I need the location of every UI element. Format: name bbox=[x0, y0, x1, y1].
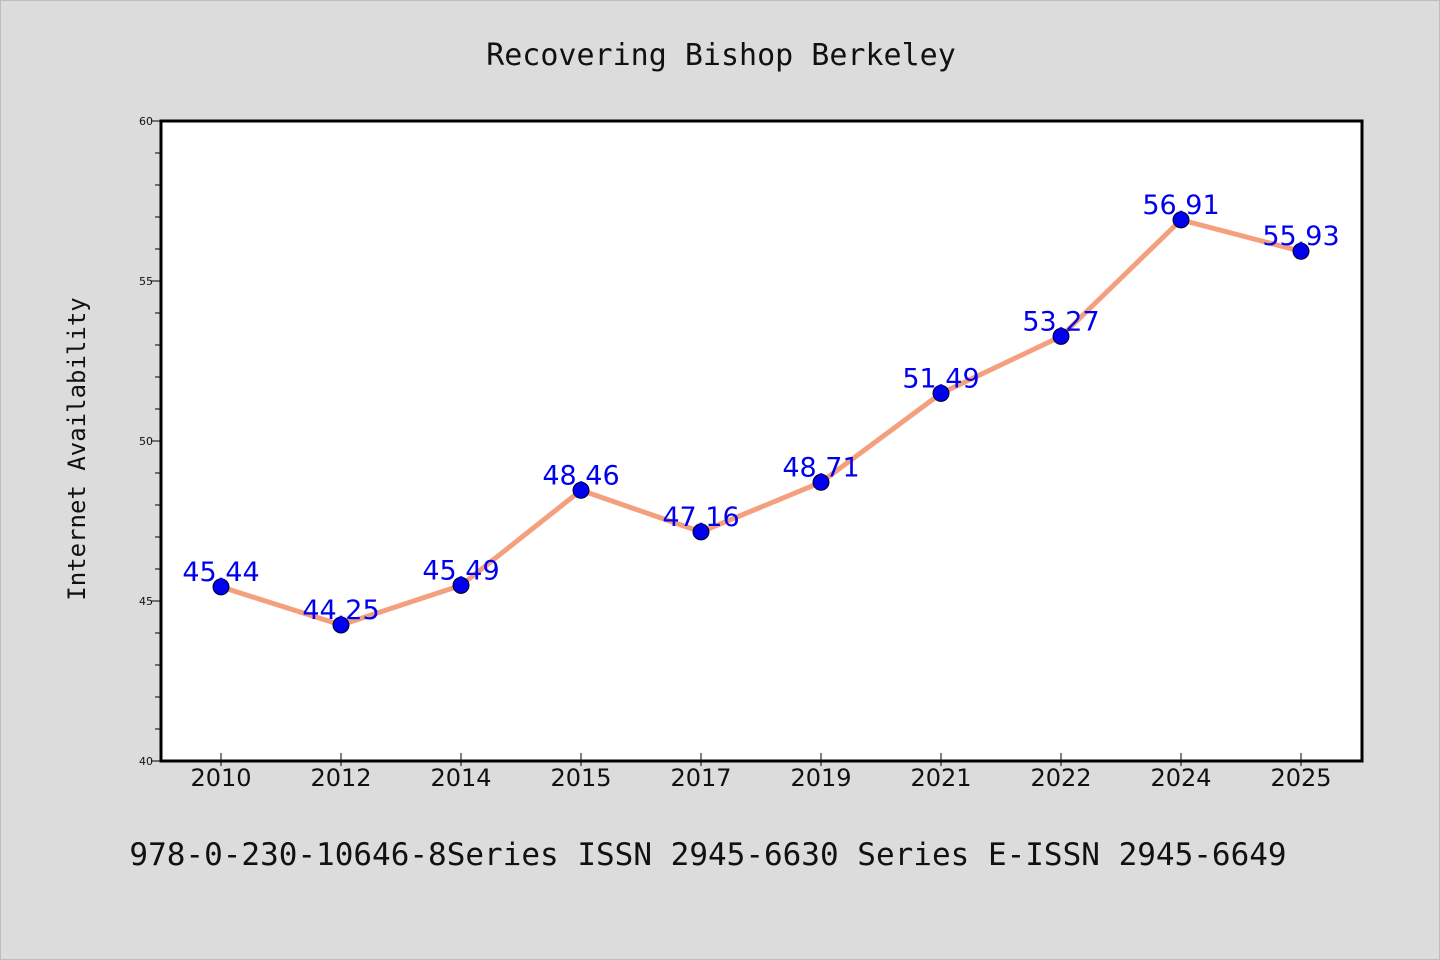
plot-area bbox=[161, 121, 1362, 761]
y-tick-label: 40 bbox=[139, 755, 153, 768]
data-point-marker bbox=[212, 578, 230, 596]
data-point-marker bbox=[932, 384, 950, 402]
y-tick-label: 45 bbox=[139, 595, 153, 608]
x-tick-label: 2015 bbox=[550, 764, 611, 792]
data-label: 45.49 bbox=[422, 555, 499, 586]
data-label: 53.27 bbox=[1022, 306, 1099, 337]
data-point-marker bbox=[332, 616, 350, 634]
data-label: 47.16 bbox=[662, 502, 739, 533]
x-tick-label: 2022 bbox=[1030, 764, 1091, 792]
data-point-marker bbox=[692, 523, 710, 541]
data-label: 56.91 bbox=[1142, 190, 1219, 221]
data-label: 45.44 bbox=[182, 557, 259, 588]
data-label: 44.25 bbox=[302, 595, 379, 626]
data-label: 55.93 bbox=[1262, 221, 1339, 252]
data-point-marker bbox=[1172, 211, 1190, 229]
series-line bbox=[218, 217, 1304, 628]
x-axis: 2010 2012 2014 2015 2017 2019 2021 2022 2024 2025 bbox=[190, 753, 1332, 792]
x-tick-label: 2025 bbox=[1270, 764, 1331, 792]
data-label: 48.71 bbox=[782, 452, 859, 483]
x-tick-label: 2014 bbox=[430, 764, 491, 792]
x-tick-label: 2010 bbox=[190, 764, 251, 792]
x-tick-label: 2021 bbox=[910, 764, 971, 792]
y-tick-label: 50 bbox=[139, 435, 153, 448]
plot-frame bbox=[159, 119, 1364, 763]
x-tick-label: 2019 bbox=[790, 764, 851, 792]
data-label: 48.46 bbox=[542, 460, 619, 491]
y-tick-label: 60 bbox=[139, 115, 153, 128]
y-axis: 40 45 50 55 60 bbox=[139, 115, 161, 768]
y-tick-label: 55 bbox=[139, 275, 153, 288]
data-point-marker bbox=[452, 576, 470, 594]
data-point-marker bbox=[1292, 242, 1310, 260]
y-axis-label: Internet Availability bbox=[63, 297, 91, 600]
x-tick-label: 2024 bbox=[1150, 764, 1211, 792]
x-tick-label: 2017 bbox=[670, 764, 731, 792]
data-label: 51.49 bbox=[902, 363, 979, 394]
data-point-marker bbox=[572, 481, 590, 499]
x-tick-label: 2012 bbox=[310, 764, 371, 792]
data-point-marker bbox=[1052, 327, 1070, 345]
data-point-marker bbox=[812, 473, 830, 491]
series-line-group: 45.44 44.25 45.49 48.46 47.16 48.71 51.49 53.27… bbox=[182, 190, 1340, 634]
chart-title: Recovering Bishop Berkeley bbox=[486, 38, 956, 73]
footer-isbn-issn: 978-0-230-10646-8Series ISSN 2945-6630 S… bbox=[129, 837, 1286, 873]
